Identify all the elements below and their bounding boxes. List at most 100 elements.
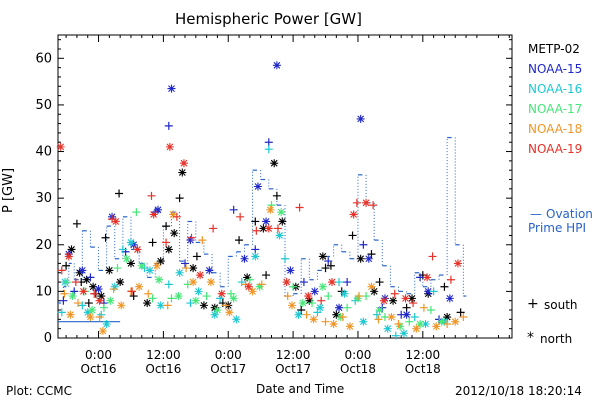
south-point (99, 303, 108, 312)
south-point (359, 240, 368, 249)
north-point (97, 292, 106, 301)
south-point (369, 201, 378, 210)
south-point (192, 252, 201, 261)
south-point (60, 289, 69, 298)
south-point (62, 261, 71, 270)
north-point (451, 317, 460, 326)
north-point (262, 217, 271, 226)
north-point (126, 238, 135, 247)
south-point (283, 292, 292, 301)
south-point (109, 285, 118, 294)
north-point (191, 296, 200, 305)
y-tick-label: 10 (35, 284, 52, 299)
north-point (416, 320, 425, 329)
north-point (349, 210, 358, 219)
south-point (172, 212, 181, 221)
north-point (95, 296, 104, 305)
north-point (126, 259, 135, 268)
north-point (353, 294, 362, 303)
south-point (267, 201, 276, 210)
north-point (304, 292, 313, 301)
north-point (328, 278, 337, 287)
north-point (153, 205, 162, 214)
south-point (164, 280, 173, 289)
north-point (66, 310, 75, 319)
south-point (257, 280, 266, 289)
ovation-legend-dash: — (530, 207, 542, 221)
north-point (143, 299, 152, 308)
north-point (399, 329, 408, 338)
north-point (152, 261, 161, 270)
north-point (122, 254, 131, 263)
x-tick-time: 0:00 (85, 348, 112, 362)
south-point (405, 317, 414, 326)
south-point (221, 301, 230, 310)
north-point (232, 315, 241, 324)
plot-credit: Plot: CCMC (6, 384, 72, 398)
north-point (156, 301, 165, 310)
south-point (202, 292, 211, 301)
north-point (82, 275, 91, 284)
south-point (251, 245, 260, 254)
south-point (187, 233, 196, 242)
north-point (133, 245, 142, 254)
north-point (165, 142, 174, 151)
north-point (264, 224, 273, 233)
south-point (72, 219, 81, 228)
south-point (375, 278, 384, 287)
north-point (155, 275, 164, 284)
north-point (379, 296, 388, 305)
south-point (273, 224, 282, 233)
y-tick-label: 0 (44, 331, 52, 346)
north-point (98, 327, 107, 336)
south-point (419, 303, 428, 312)
north-point (437, 317, 446, 326)
south-point (245, 275, 254, 284)
south-point (63, 278, 72, 287)
north-point (277, 208, 286, 217)
south-point (394, 320, 403, 329)
south-point (162, 222, 171, 231)
north-point (206, 278, 215, 287)
north-point (240, 254, 249, 263)
north-point (362, 198, 371, 207)
south-point (78, 301, 87, 310)
north-point (309, 315, 318, 324)
north-point (335, 303, 344, 312)
south-point (443, 320, 452, 329)
north-point (359, 317, 368, 326)
north-point (156, 257, 165, 266)
north-point (68, 292, 77, 301)
south-point (355, 292, 364, 301)
south-point (148, 238, 157, 247)
south-point (57, 308, 66, 317)
south-point (456, 308, 465, 317)
north-point (259, 224, 268, 233)
y-axis-label: P [GW] (1, 167, 17, 214)
south-point (321, 317, 330, 326)
south-point (362, 292, 371, 301)
south-point (324, 257, 333, 266)
north-point (167, 84, 176, 93)
south-point (410, 313, 419, 322)
north-point (421, 320, 430, 329)
north-point (412, 324, 421, 333)
north-point (137, 261, 146, 270)
north-point (305, 296, 314, 305)
south-point (90, 289, 99, 298)
north-point (253, 182, 262, 191)
south-label: south (544, 298, 578, 312)
north-point (189, 264, 198, 273)
north-point (282, 278, 291, 287)
north-point (149, 210, 158, 219)
south-point (289, 282, 298, 291)
north-point (56, 142, 65, 151)
x-tick-date: Oct17 (210, 362, 246, 376)
south-point (428, 252, 437, 261)
south-point (348, 231, 357, 240)
south-symbol: + (527, 296, 539, 312)
south-point (352, 198, 361, 207)
north-point (251, 252, 260, 261)
south-point (236, 212, 245, 221)
x-tick-time: 12:00 (276, 348, 311, 362)
